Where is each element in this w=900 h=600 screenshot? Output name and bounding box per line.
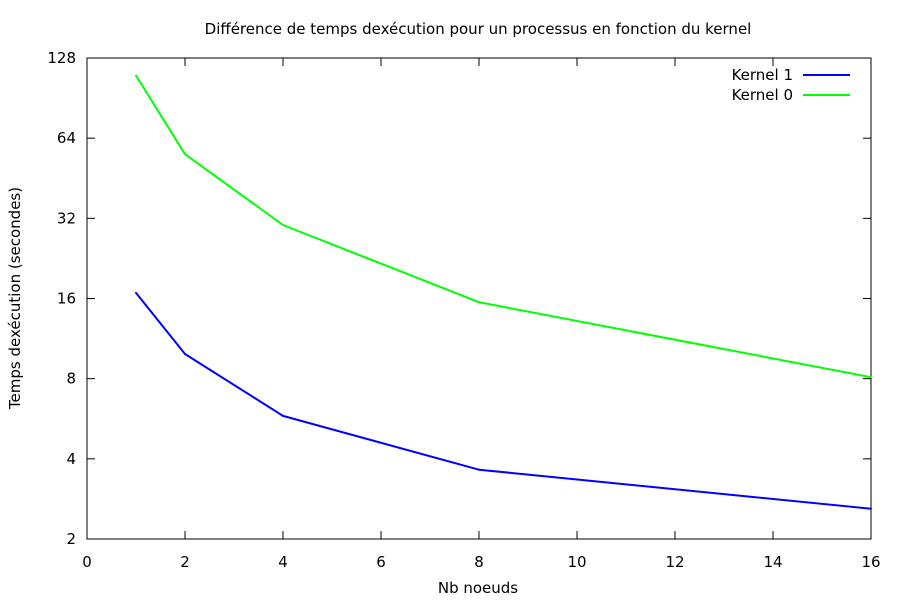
x-tick-label: 2: [180, 553, 190, 571]
data-point: [870, 376, 872, 379]
y-tick-label: 8: [66, 370, 76, 388]
legend-label-1: Kernel 0: [732, 86, 793, 104]
x-tick-label: 4: [278, 553, 288, 571]
data-point: [184, 153, 186, 156]
data-point: [184, 353, 186, 356]
y-tick-label: 64: [57, 129, 76, 147]
series-line-1: [135, 74, 872, 379]
x-axis-label: Nb noeuds: [438, 579, 518, 597]
x-tick-label: 14: [763, 553, 782, 571]
data-point: [282, 224, 284, 227]
y-tick-label: 2: [66, 530, 76, 548]
series-layer: [135, 74, 872, 510]
y-tick-label: 16: [57, 290, 76, 308]
x-tick-label: 6: [376, 553, 386, 571]
x-tick-label: 10: [567, 553, 586, 571]
x-tick-label: 16: [861, 553, 880, 571]
legend: Kernel 1 Kernel 0: [732, 66, 850, 104]
data-point: [870, 507, 872, 510]
chart-title: Différence de temps dexécution pour un p…: [205, 20, 752, 38]
x-tick-label: 0: [82, 553, 92, 571]
y-tick-label: 128: [47, 49, 76, 67]
data-point: [135, 291, 137, 294]
series-line-0: [135, 292, 872, 510]
x-tick-label: 8: [474, 553, 484, 571]
plot-area-frame: [86, 57, 872, 540]
y-axis-label: Temps dexécution (secondes): [6, 187, 24, 410]
y-tick-label: 32: [57, 209, 76, 227]
legend-label-0: Kernel 1: [732, 66, 793, 84]
y-tick-label: 4: [66, 450, 76, 468]
data-point: [135, 74, 137, 77]
data-point: [478, 301, 480, 304]
x-tick-label: 12: [665, 553, 684, 571]
data-point: [478, 468, 480, 471]
data-point: [282, 414, 284, 417]
